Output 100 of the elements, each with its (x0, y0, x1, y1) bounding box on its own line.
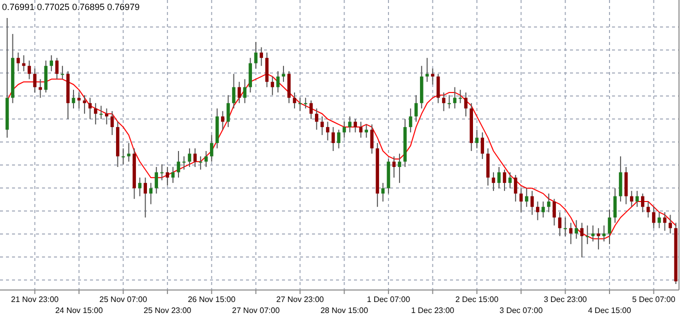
candlestick (635, 190, 639, 208)
candlestick (381, 182, 385, 202)
candlestick (94, 102, 98, 125)
x-tick-label: 25 Nov 23:00 (144, 306, 192, 315)
candlestick (254, 41, 258, 70)
candlestick (453, 86, 456, 109)
candlestick (348, 116, 352, 133)
candlestick (426, 57, 429, 82)
candlestick (122, 148, 125, 165)
candlestick (182, 156, 186, 170)
candlestick (475, 129, 479, 149)
candlestick (502, 169, 506, 192)
x-tick-label: 24 Nov 15:00 (55, 306, 104, 315)
candlestick (458, 89, 462, 104)
candlestick (370, 124, 374, 154)
candlestick (480, 132, 484, 160)
candlestick (486, 148, 490, 186)
candlestick (464, 92, 468, 117)
text: 0.76991 0.77025 0.76895 0.76979 (2, 2, 140, 12)
candlestick (408, 108, 412, 133)
candlestick (110, 110, 114, 136)
candlestick (618, 156, 622, 202)
candlestick (354, 118, 357, 133)
candlestick (613, 188, 617, 224)
candlestick (127, 142, 130, 162)
candlestick (226, 94, 230, 128)
candlestick (204, 150, 208, 168)
candlestick (55, 57, 59, 80)
candlestick (60, 65, 64, 80)
x-tick-label: 1 Dec 23:00 (411, 306, 455, 315)
candlestick (260, 46, 264, 66)
candlestick (337, 129, 340, 149)
candlestick (359, 121, 362, 138)
candlestick (663, 212, 666, 232)
candlestick (144, 177, 147, 218)
candlestick (492, 172, 496, 192)
candlestick (392, 156, 396, 178)
candlestick (193, 148, 197, 168)
candlestick (547, 193, 550, 213)
candlestick (586, 224, 590, 245)
candlestick (314, 108, 318, 130)
candlestick (646, 201, 650, 218)
candlestick (50, 54, 54, 72)
candlestick (342, 121, 346, 138)
candlestick (448, 94, 451, 109)
candlestick (514, 174, 518, 202)
candlestick (569, 222, 572, 245)
candlestick (99, 105, 103, 120)
x-tick-label: 25 Nov 07:00 (99, 295, 148, 304)
x-tick-label: 27 Nov 23:00 (276, 295, 324, 304)
x-tick-label: 3 Dec 23:00 (544, 295, 588, 304)
candlestick (530, 190, 534, 216)
x-tick-label: 5 Dec 07:00 (632, 295, 676, 304)
candlestick (652, 206, 656, 229)
x-tick-label: 1 Dec 07:00 (366, 295, 411, 304)
candlestick (198, 156, 202, 170)
candlestick (154, 166, 158, 194)
candlestick (552, 198, 556, 226)
candlestick (232, 73, 236, 109)
candlestick (276, 70, 280, 93)
candlestick (580, 222, 584, 258)
candlestick (431, 68, 434, 85)
candlestick (641, 193, 644, 213)
candlestick (265, 52, 269, 88)
x-tick-label: 28 Nov 15:00 (320, 306, 369, 315)
candlestick (210, 134, 214, 162)
candlestick (44, 60, 48, 93)
candlestick (309, 100, 313, 120)
candlestick (243, 78, 246, 104)
candlestick (326, 121, 330, 141)
candlestick (398, 153, 402, 184)
candlestick (508, 172, 512, 189)
candlestick (558, 212, 562, 237)
candlestick (287, 70, 291, 104)
candlestick (221, 110, 224, 130)
x-tick-label: 3 Dec 07:00 (500, 306, 544, 315)
candlestick (88, 97, 92, 120)
candlestick (442, 92, 446, 112)
candlestick (414, 94, 418, 122)
x-tick-label: 2 Dec 15:00 (455, 295, 500, 304)
candlestick (658, 212, 661, 229)
x-tick-label: 27 Nov 07:00 (232, 306, 280, 315)
candlestick (22, 54, 26, 72)
candlestick (238, 81, 241, 104)
candlestick (564, 217, 567, 237)
candlestick (497, 166, 501, 189)
x-tick-label: 4 Dec 15:00 (588, 306, 632, 315)
candlestick (160, 164, 164, 181)
candlestick (436, 73, 440, 104)
candlestick (574, 220, 578, 240)
candlestick (105, 108, 108, 125)
candlestick (188, 148, 192, 168)
candlestick (668, 214, 672, 234)
candlestick (176, 150, 180, 178)
x-tick-label: 21 Nov 23:00 (11, 295, 60, 304)
candlestick (16, 52, 20, 72)
candlestick (364, 124, 368, 138)
candlestick (519, 188, 523, 213)
candlestick (624, 166, 628, 205)
candlestick (248, 57, 252, 93)
